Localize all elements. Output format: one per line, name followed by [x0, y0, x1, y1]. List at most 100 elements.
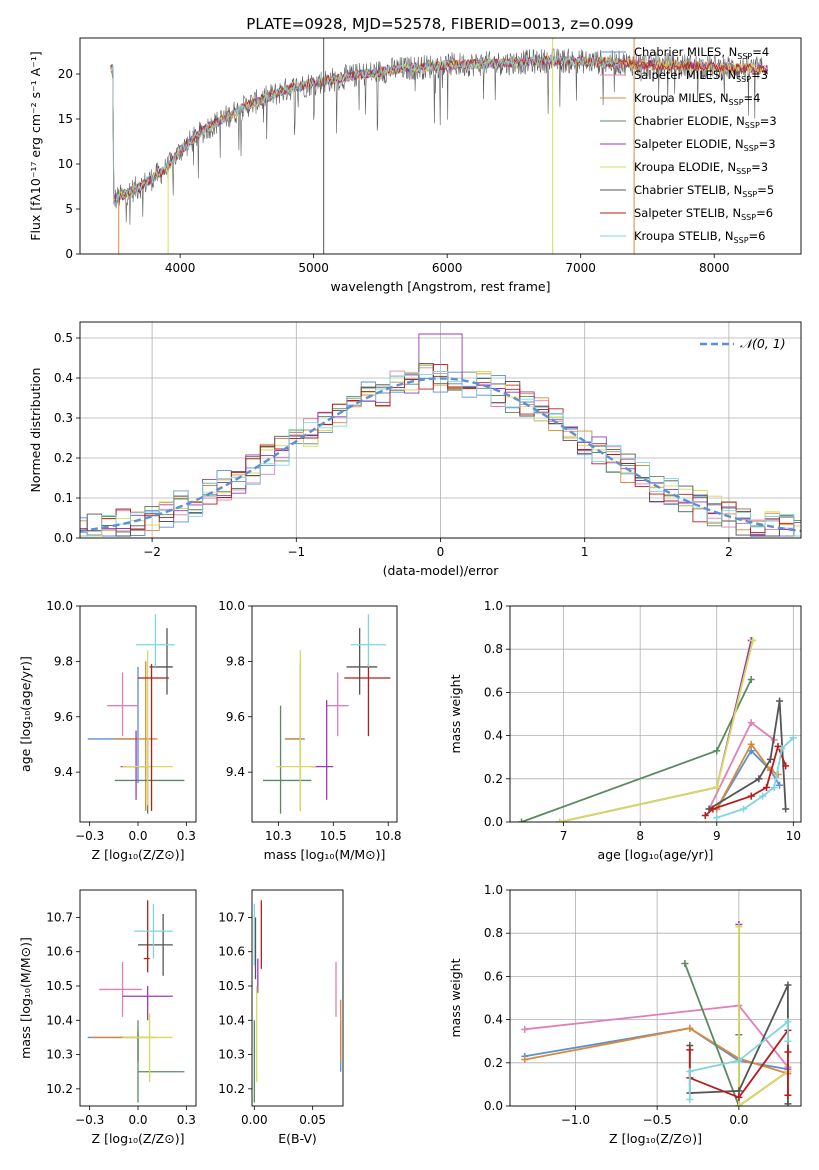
plot-area [262, 614, 391, 814]
legend-label-chabrier-elodie: Chabrier ELODIE, NSSP=3 [634, 114, 777, 130]
x-axis-label: Z [log₁₀(Z/Z⊙)] [92, 1131, 185, 1146]
weight-marker [735, 1057, 743, 1065]
weight-line [524, 1027, 789, 1075]
x-tick-label: 0 [437, 545, 445, 559]
mass-vs-metallicity-panel: −0.3 0.0 0.3 10.2 10.3 10.4 10.5 10.6 10.7 Z [log… [18, 889, 197, 1146]
y-tick-label: 0.3 [54, 411, 73, 425]
y-tick-label: 10.0 [218, 599, 245, 613]
y-tick-label: 10.2 [218, 1082, 245, 1096]
weight-series-salpeter-elodie [556, 637, 755, 822]
weight-series-kroupa-elodie [556, 637, 757, 822]
weight-marker [784, 981, 792, 989]
errorbar-salpeter-stelib [143, 900, 150, 973]
x-tick-label: 0.00 [241, 1113, 268, 1127]
y-tick-label: 10.7 [218, 910, 245, 924]
axes-frame [251, 605, 398, 823]
y-tick-label: 0.0 [54, 531, 73, 545]
weight-marker [740, 805, 748, 813]
weight-series-chabrier-stelib [705, 697, 790, 813]
weight-marker [713, 747, 721, 755]
axes: 7 8 9 10 0.0 0.2 0.4 0.6 0.8 1.0 age [log₁₀(age/yr… [448, 599, 802, 862]
spectrum-line-kroupa-stelib [110, 55, 621, 205]
x-axis-label: age [log₁₀(age/yr)] [598, 847, 714, 862]
errorbar-chabrier-miles [284, 666, 305, 784]
x-tick-label: 10 [786, 829, 801, 843]
y-tick-label: 0.2 [484, 1056, 503, 1070]
mass-vs-extinction-panel: 0.00 0.05 10.2 10.3 10.4 10.5 10.6 10.7 E(B-V) [218, 889, 344, 1146]
weight-marker [784, 1048, 792, 1056]
weight-marker [784, 1037, 792, 1045]
weight-marker [517, 818, 525, 822]
weight-marker [778, 745, 786, 753]
weight-marker [784, 1100, 792, 1106]
weight-line [708, 700, 787, 810]
axes: −2 −1 0 1 2 0.0 0.1 0.2 0.3 0.4 0.5 (data-model)/er… [28, 321, 802, 578]
spectrum-panel: 4000 5000 6000 7000 8000 0 5 10 15 20 wavelength [… [28, 37, 802, 294]
x-tick-label: 5000 [298, 261, 329, 275]
errorbar-salpeter-elodie [311, 700, 334, 800]
x-tick-label: 1 [581, 545, 589, 559]
x-tick-label: −0.3 [75, 829, 104, 843]
errorbar-kroupa-stelib [134, 903, 173, 959]
y-axis-label: Normed distribution [28, 368, 43, 493]
y-axis-label: Flux [fλ10⁻¹⁷ erg cm⁻² s⁻¹ A⁻¹] [28, 51, 43, 240]
y-tick-label: 9.4 [226, 765, 245, 779]
legend-label-salpeter-miles: Salpeter MILES, NSSP=3 [634, 68, 768, 84]
y-tick-label: 9.6 [226, 710, 245, 724]
weight-marker [747, 719, 755, 727]
errorbar-chabrier-elodie [114, 738, 185, 814]
x-tick-label: 4000 [165, 261, 196, 275]
weight-marker [747, 747, 755, 755]
weight-series-kroupa-stelib [713, 734, 797, 822]
y-tick-label: 0.0 [484, 815, 503, 829]
y-tick-label: 0.1 [54, 491, 73, 505]
x-tick-label: 10.5 [320, 829, 347, 843]
axes-frame [509, 889, 802, 1107]
legend-label-gaussian: 𝒩(0, 1) [740, 336, 786, 351]
weight-marker [735, 1087, 743, 1095]
weight-marker [789, 734, 797, 742]
errorbar-salpeter-elodie [122, 986, 173, 1021]
weight-series-salpeter-stelib [701, 742, 790, 820]
weight-marker [686, 1067, 694, 1075]
y-tick-label: 10.3 [218, 1048, 245, 1062]
y-tick-label: 10.0 [46, 599, 73, 613]
weight-line [704, 743, 787, 817]
weight-line [738, 926, 789, 1106]
errorbar-kroupa-elodie [122, 650, 173, 806]
weight-marker [755, 775, 763, 783]
weight-marker [784, 1018, 792, 1026]
x-tick-label: 0.0 [128, 1113, 147, 1127]
x-tick-label: 10.8 [375, 829, 402, 843]
weight-marker [774, 742, 782, 750]
weight-line [716, 737, 794, 819]
y-tick-label: 0 [65, 247, 73, 261]
legend-label-salpeter-elodie: Salpeter ELODIE, NSSP=3 [634, 137, 776, 153]
plot-area [80, 333, 801, 537]
y-tick-label: 0.2 [484, 772, 503, 786]
weight-marker [686, 1024, 694, 1032]
errorbar-salpeter-miles [326, 672, 349, 737]
y-tick-label: 0.5 [54, 331, 73, 345]
weight-marker [521, 1056, 529, 1064]
legend-label-kroupa-miles: Kroupa MILES, NSSP=4 [634, 91, 760, 107]
axes: 10.3 10.5 10.8 9.4 9.6 9.8 10.0 mass [log₁₀(M/M… [218, 599, 401, 862]
residual-histogram-panel: −2 −1 0 1 2 0.0 0.1 0.2 0.3 0.4 0.5 (data-model)/er… [28, 321, 802, 578]
weight-series-chabrier-elodie [517, 675, 755, 822]
x-tick-label: 0.3 [177, 1113, 196, 1127]
grid-lines [510, 605, 801, 823]
y-tick-label: 1.0 [484, 883, 503, 897]
x-tick-label: 9 [713, 829, 721, 843]
y-tick-label: 10.3 [46, 1048, 73, 1062]
y-tick-label: 0.8 [484, 926, 503, 940]
plot-area [87, 900, 185, 1103]
y-axis-label: mass weight [448, 958, 463, 1037]
axes-frame [79, 37, 802, 255]
weight-marker [556, 818, 564, 822]
y-tick-label: 0.2 [54, 451, 73, 465]
weight-marker [763, 783, 771, 791]
plot-area [87, 614, 185, 814]
gaussian-curve [80, 377, 801, 533]
weight-marker [713, 783, 721, 791]
histogram-step-salpeter-stelib [80, 364, 801, 537]
